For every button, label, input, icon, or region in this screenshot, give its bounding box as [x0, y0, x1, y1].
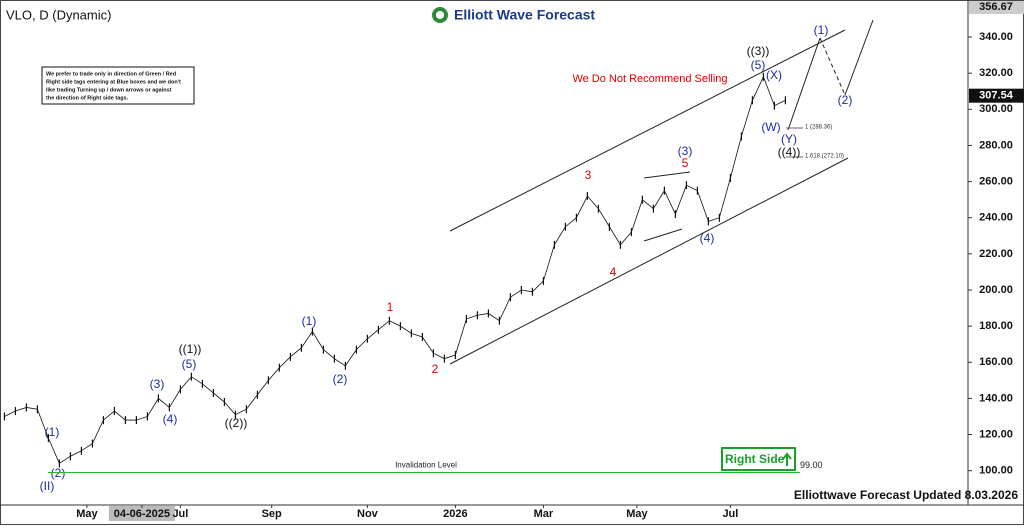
wave-label: (2) [51, 466, 66, 480]
fib-label: 1.618 (272.10) [805, 154, 844, 160]
x-tick-label: Mar [534, 508, 554, 520]
y-tick-label: 260.00 [979, 175, 1013, 187]
y-tick-label: 200.00 [979, 284, 1013, 296]
wave-label: (II) [40, 479, 55, 493]
note-line: the direction of Right side tags. [46, 95, 129, 101]
wave-label: (5) [182, 357, 197, 371]
wave-label: 2 [432, 362, 439, 376]
y-tick-label: 120.00 [979, 428, 1013, 440]
high-price: 356.67 [979, 1, 1013, 13]
last-price: 307.54 [979, 90, 1014, 102]
fib-label: 1 (288.36) [805, 125, 832, 131]
y-tick-label: 300.00 [979, 103, 1013, 115]
right-side-text: Right Side [725, 452, 785, 466]
y-tick-label: 340.00 [979, 31, 1013, 43]
wave-labels: (II) (1) (2) (3) (4) (5) ((1)) ((2)) (1)… [40, 23, 853, 493]
y-tick-label: 100.00 [979, 465, 1013, 477]
last-price-box [969, 88, 1024, 103]
x-tick-highlight [108, 506, 175, 521]
wave-label: ((2)) [225, 416, 248, 430]
invalidation-label: Invalidation Level [395, 461, 457, 470]
symbol: VLO, D (Dynamic) [6, 7, 111, 22]
y-tick-label: 280.00 [979, 139, 1013, 151]
wave-label: (5) [751, 58, 766, 72]
wave-label: (X) [766, 68, 782, 82]
wave-label: ((3)) [747, 44, 770, 58]
y-tick-label: 320.00 [979, 67, 1013, 79]
wave-label: 4 [610, 265, 617, 279]
y-tick-label: 220.00 [979, 248, 1013, 260]
wave-label: (3) [150, 377, 165, 391]
wave-label: (1) [302, 314, 317, 328]
wave-label: 5 [682, 156, 689, 170]
x-tick-label: 04-06-2025 [114, 508, 170, 520]
wave-label: (1) [814, 23, 829, 37]
wave-label: (4) [700, 231, 715, 245]
x-tick-label: Sep [262, 508, 282, 520]
x-tick-label: Nov [357, 508, 379, 520]
price-line [4, 75, 786, 465]
invalidation-value: 99.00 [800, 460, 823, 470]
note-box: We prefer to trade only in direction of … [41, 66, 195, 105]
y-tick-label: 160.00 [979, 356, 1013, 368]
note-line: Right side tags entering at Blue boxes a… [46, 79, 181, 85]
brand: Elliott Wave Forecast [454, 7, 595, 23]
wave-label: ((1)) [179, 342, 202, 356]
x-tick-label: May [626, 508, 648, 520]
right-side-tag: Right Side [721, 447, 796, 471]
logo: Elliott Wave Forecast [432, 7, 595, 23]
footer: Elliottwave Forecast Updated 8.03.2026 [794, 488, 1018, 502]
wave-label: (Y) [781, 132, 797, 146]
warning: We Do Not Recommend Selling [572, 73, 727, 85]
x-tick-label: May [76, 508, 98, 520]
note-line: We prefer to trade only in direction of … [46, 71, 176, 77]
wave-label: ((4)) [778, 145, 801, 159]
wave-label: (3) [678, 144, 693, 158]
x-tick-label: Jul [722, 508, 738, 520]
x-tick-label: Jul [172, 508, 188, 520]
channel [449, 19, 874, 365]
y-tick-label: 240.00 [979, 212, 1013, 224]
wave-label: (2) [333, 372, 348, 386]
wave-label: (1) [45, 425, 60, 439]
y-tick-label: 140.00 [979, 392, 1013, 404]
wave-label: (W) [761, 120, 780, 134]
wave-label: (2) [838, 93, 853, 107]
wave-label: 3 [585, 168, 592, 182]
wave-label: 1 [387, 300, 394, 314]
note-line: like trading Turning up / down arrows or… [46, 87, 172, 93]
high-price-box [969, 1, 1024, 14]
wave-label: (4) [163, 412, 178, 426]
y-tick-label: 180.00 [979, 320, 1013, 332]
x-tick-label: 2026 [443, 508, 467, 520]
